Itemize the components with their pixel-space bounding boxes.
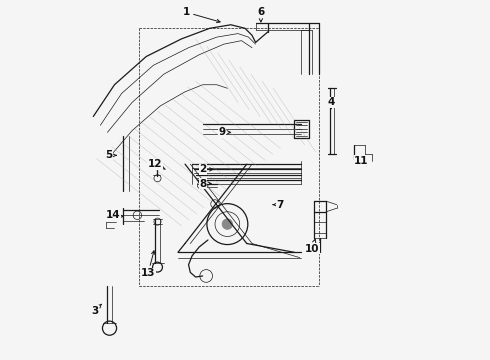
Text: 8: 8: [199, 179, 211, 189]
Text: 12: 12: [148, 159, 165, 169]
Text: 3: 3: [92, 304, 101, 315]
Text: 4: 4: [328, 98, 335, 108]
Text: 1: 1: [183, 8, 220, 23]
Text: 9: 9: [219, 127, 231, 138]
Text: 7: 7: [273, 200, 284, 210]
Text: 6: 6: [257, 8, 265, 22]
Text: 5: 5: [105, 150, 116, 160]
Text: 13: 13: [141, 251, 155, 279]
Text: 11: 11: [354, 156, 368, 166]
Text: 10: 10: [305, 239, 319, 254]
Circle shape: [222, 219, 233, 229]
Text: 2: 2: [199, 165, 213, 174]
Text: 14: 14: [105, 210, 123, 220]
